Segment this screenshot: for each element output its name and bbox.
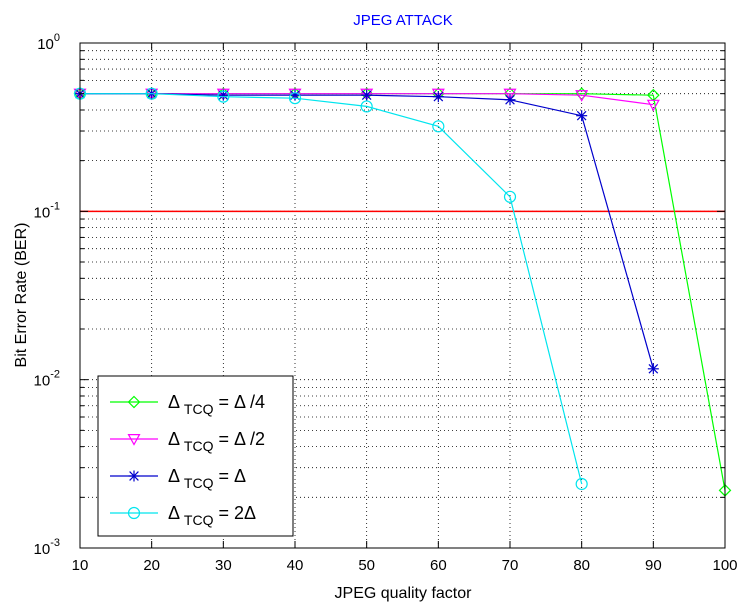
legend-marker [128, 470, 140, 482]
data-point [145, 87, 158, 100]
x-tick-label: 100 [712, 557, 737, 574]
grid [80, 43, 725, 548]
data-point [646, 99, 660, 112]
legend-label: Δ TCQ = Δ [168, 466, 246, 491]
data-point [216, 88, 230, 101]
legend-marker [127, 506, 141, 520]
legend-label: Δ TCQ = Δ /4 [168, 392, 265, 417]
series-group [73, 87, 732, 497]
star-stroke [433, 91, 444, 102]
data-point [575, 87, 589, 101]
y-tick-label: 100 [37, 32, 60, 53]
star-stroke [576, 110, 587, 121]
data-point [503, 190, 517, 203]
x-tick-label: 80 [573, 557, 590, 574]
legend: Δ TCQ = Δ /4 Δ TCQ = Δ /2 Δ TCQ = Δ Δ TCQ =… [97, 375, 294, 537]
legend-label: Δ TCQ = Δ /2 [168, 429, 265, 454]
data-point [360, 88, 374, 101]
data-point [647, 363, 659, 375]
x-tick-label: 90 [645, 557, 662, 574]
series-line-3 [80, 93, 583, 485]
star-stroke [648, 363, 659, 374]
star-stroke [361, 90, 372, 100]
data-point [504, 94, 516, 106]
data-point [575, 477, 588, 491]
data-point [361, 89, 373, 101]
x-tick-label: 20 [143, 557, 160, 574]
legend-marker [127, 395, 141, 409]
x-tick-label: 10 [72, 557, 89, 574]
x-tick-label: 30 [215, 557, 232, 574]
data-point [217, 90, 230, 103]
x-tick-label: 40 [287, 557, 304, 574]
y-axis-label: Bit Error Rate (BER) [13, 223, 30, 368]
data-point [576, 110, 588, 122]
star-stroke [129, 471, 139, 481]
x-tick-label: 70 [502, 557, 519, 574]
data-point [503, 88, 517, 101]
chart-title: JPEG ATTACK [353, 12, 452, 29]
data-point [288, 92, 302, 105]
y-tick-label: 10-1 [34, 200, 60, 221]
data-point [288, 88, 302, 101]
data-point [432, 120, 445, 133]
data-point [575, 90, 589, 102]
data-point [360, 100, 373, 113]
x-axis-label: JPEG quality factor [335, 585, 473, 602]
data-point [432, 91, 444, 103]
y-tick-label: 10-3 [34, 537, 60, 558]
y-tick-label: 10-2 [34, 369, 60, 390]
legend-label: Δ TCQ = 2Δ [168, 503, 256, 528]
legend-marker [127, 434, 141, 446]
x-tick-label: 60 [430, 557, 447, 574]
axis-ticks: 10 20 30 40 50 60 70 80 90 100 10-3 10-2 10-1 100 [34, 32, 738, 574]
x-tick-label: 50 [358, 557, 375, 574]
star-stroke [505, 94, 515, 105]
plot-frame [79, 42, 726, 549]
